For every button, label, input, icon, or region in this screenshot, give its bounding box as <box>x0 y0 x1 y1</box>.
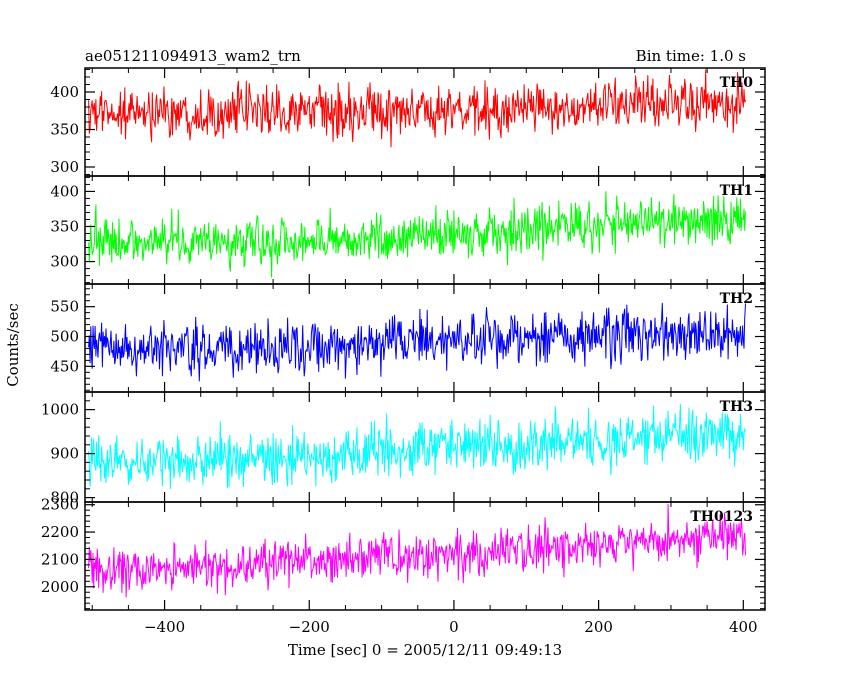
chart-title: ae051211094913_wam2_trn <box>85 47 301 65</box>
y-tick-label: 800 <box>50 489 79 507</box>
panel-frame-th1 <box>84 175 766 285</box>
y-tick-label: 300 <box>50 158 79 176</box>
y-tick-label: 2000 <box>41 578 79 596</box>
y-tick-label: 1000 <box>41 401 79 419</box>
x-tick-label: 200 <box>584 618 613 636</box>
series-label-th0: TH0 <box>720 75 754 91</box>
y-tick-label: 500 <box>50 328 79 346</box>
panel-th0: 300 350 400 TH0 <box>50 67 766 177</box>
x-axis-title: Time [sec] 0 = 2005/12/11 09:49:13 <box>288 641 562 659</box>
bin-time-label: Bin time: 1.0 s <box>636 47 746 65</box>
y-tick-label: 400 <box>50 182 79 200</box>
y-tick-label: 350 <box>50 217 79 235</box>
y-tick-label: 400 <box>50 83 79 101</box>
y-tick-label: 550 <box>50 298 79 316</box>
y-tick-label: 300 <box>50 253 79 271</box>
series-line-th0123 <box>88 503 746 598</box>
panel-group: 300 350 400 TH0 300 350 400 TH1 450 500 550 TH2 800 9… <box>41 67 766 611</box>
y-tick-label: 2300 <box>41 496 79 514</box>
y-tick-label: 350 <box>50 121 79 139</box>
x-tick-label: 0 <box>449 618 459 636</box>
x-tick-label: 400 <box>729 618 758 636</box>
y-tick-label: 450 <box>50 357 79 375</box>
x-tick-label: −400 <box>144 618 185 636</box>
panel-th1: 300 350 400 TH1 <box>50 175 766 285</box>
panel-th2: 450 500 550 TH2 <box>50 283 766 393</box>
series-line-th1 <box>88 191 746 278</box>
series-label-th1: TH1 <box>720 183 753 199</box>
series-line-th3 <box>88 404 746 490</box>
panel-th3: 800 900 1000 TH3 <box>41 391 766 507</box>
series-label-th2: TH2 <box>720 291 753 307</box>
series-label-th0123: TH0123 <box>690 509 753 525</box>
x-tick-labels: −400 −200 0 200 400 <box>144 618 758 636</box>
y-tick-label: 2200 <box>41 523 79 541</box>
panel-frame-th0123 <box>84 501 766 611</box>
series-line-th0 <box>88 69 746 148</box>
y-tick-label: 900 <box>50 445 79 463</box>
series-line-th2 <box>88 302 746 382</box>
series-label-th3: TH3 <box>720 399 753 415</box>
panel-th0123: 2000 2100 2200 2300 TH0123 <box>41 496 766 611</box>
y-axis-title: Counts/sec <box>4 303 22 387</box>
y-tick-label: 2100 <box>41 550 79 568</box>
x-tick-label: −200 <box>289 618 330 636</box>
